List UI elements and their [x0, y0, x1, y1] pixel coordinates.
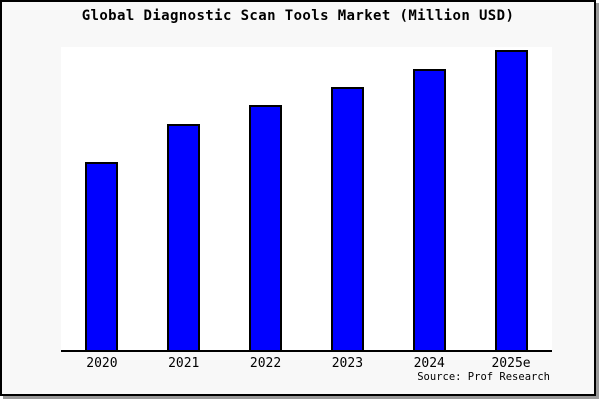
- x-axis-labels: 2020 2021 2022 2023 2024 2025e: [61, 356, 552, 371]
- bar-slot-2024: [388, 47, 470, 350]
- bar-slot-2021: [143, 47, 225, 350]
- bar-2025e: [494, 50, 528, 350]
- bar-2021: [167, 124, 201, 350]
- bar-slot-2025e: [470, 47, 552, 350]
- chart-title: Global Diagnostic Scan Tools Market (Mil…: [81, 8, 515, 24]
- bar-2020: [85, 161, 119, 350]
- x-tick-2022: 2022: [249, 356, 282, 371]
- bar-2022: [249, 104, 283, 350]
- bar-2024: [412, 68, 446, 350]
- source-note: Source: Prof Research: [417, 371, 550, 383]
- x-tick-2020: 2020: [86, 356, 118, 371]
- x-tick-2023: 2023: [331, 356, 364, 371]
- x-tick-2024: 2024: [413, 356, 445, 371]
- x-tick-2025e: 2025e: [491, 356, 531, 371]
- plot-area: [61, 47, 552, 352]
- bar-slot-2022: [225, 47, 307, 350]
- bar-slot-2020: [61, 47, 143, 350]
- bar-2023: [330, 86, 364, 350]
- x-tick-2021: 2021: [168, 356, 200, 371]
- bar-slot-2023: [306, 47, 388, 350]
